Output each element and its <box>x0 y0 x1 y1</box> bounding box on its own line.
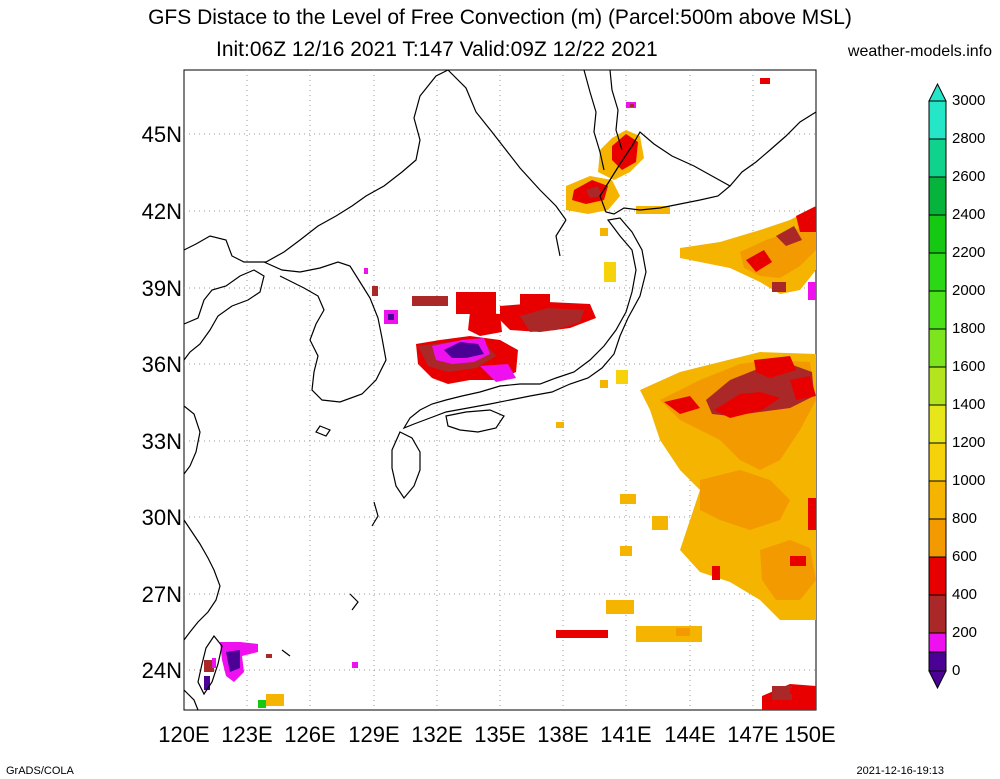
lat-label-36n: 36N <box>141 352 182 377</box>
colorbar-bottom-arrow <box>928 670 947 690</box>
lon-label-132e: 132E <box>411 722 463 747</box>
lon-label-141e: 141E <box>600 722 652 747</box>
colorbar <box>928 82 947 690</box>
lon-label-150e: 150E <box>784 722 836 747</box>
map-subtitle: Init:06Z 12/16 2021 T:147 Valid:09Z 12/2… <box>216 38 658 61</box>
site-credit: weather-models.info <box>847 43 992 60</box>
lon-label-120e: 120E <box>158 722 210 747</box>
lon-label-123e: 123E <box>221 722 273 747</box>
shade-pacific <box>556 352 816 642</box>
lat-label-30n: 30N <box>141 505 182 530</box>
colorbar-label-600: 600 <box>952 548 978 565</box>
lon-label-135e: 135E <box>474 722 526 747</box>
shade-taiwan <box>204 642 358 708</box>
colorbar-label-200: 200 <box>952 624 978 641</box>
lon-label-126e: 126E <box>284 722 336 747</box>
shade-southeast <box>762 684 816 710</box>
lat-label-39n: 39N <box>141 276 182 301</box>
lat-label-45n: 45N <box>141 122 182 147</box>
lon-label-144e: 144E <box>664 722 716 747</box>
colorbar-label-1800: 1800 <box>952 320 986 337</box>
colorbar-label-1200: 1200 <box>952 434 986 451</box>
lat-label-27n: 27N <box>141 582 182 607</box>
lfc-shading <box>204 78 816 710</box>
lat-label-33n: 33N <box>141 429 182 454</box>
shade-east-tohoku <box>680 206 816 300</box>
colorbar-label-1600: 1600 <box>952 358 986 375</box>
colorbar-label-400: 400 <box>952 586 978 603</box>
map-title: GFS Distace to the Level of Free Convect… <box>148 6 852 29</box>
colorbar-label-1000: 1000 <box>952 472 986 489</box>
colorbar-label-2400: 2400 <box>952 206 986 223</box>
colorbar-label-2800: 2800 <box>952 130 986 147</box>
lat-label-42n: 42N <box>141 199 182 224</box>
colorbar-label-3000: 3000 <box>952 92 986 109</box>
coastlines <box>183 69 817 711</box>
colorbar-label-1400: 1400 <box>952 396 986 413</box>
lon-label-147e: 147E <box>727 722 779 747</box>
colorbar-label-0: 0 <box>952 662 961 679</box>
colorbar-label-2000: 2000 <box>952 282 986 299</box>
lon-label-129e: 129E <box>348 722 400 747</box>
colorbar-label-2200: 2200 <box>952 244 986 261</box>
colorbar-label-800: 800 <box>952 510 978 527</box>
colorbar-top-arrow <box>928 82 947 102</box>
lat-label-24n: 24N <box>141 658 182 683</box>
footer-credit: GrADS/COLA <box>6 765 74 777</box>
lon-label-138e: 138E <box>537 722 589 747</box>
colorbar-label-2600: 2600 <box>952 168 986 185</box>
footer-timestamp: 2021-12-16-19:13 <box>856 765 944 777</box>
shade-sea-of-japan <box>364 228 616 384</box>
